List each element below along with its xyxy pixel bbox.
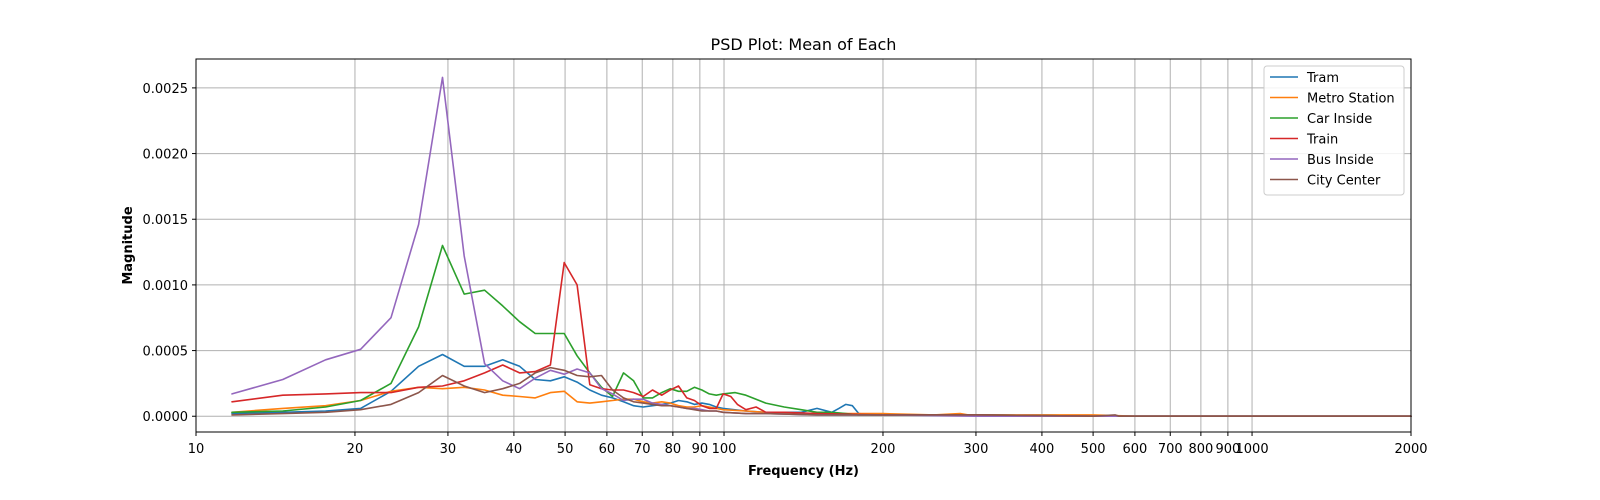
legend-label: Metro Station <box>1307 92 1395 107</box>
series-line-train <box>231 261 1412 418</box>
x-tick-label: 700 <box>1158 442 1183 457</box>
legend-label: Bus Inside <box>1307 153 1374 168</box>
x-tick-label: 400 <box>1030 442 1055 457</box>
legend-label: Tram <box>1306 71 1339 86</box>
x-tick-label: 800 <box>1188 442 1213 457</box>
x-tick-label: 20 <box>347 442 364 457</box>
x-tick-label: 60 <box>599 442 616 457</box>
x-tick-label: 200 <box>871 442 896 457</box>
y-tick-label: 0.0005 <box>143 345 189 360</box>
y-tick-label: 0.0015 <box>143 213 189 228</box>
y-tick-label: 0.0025 <box>143 82 189 97</box>
x-tick-label: 900 <box>1215 442 1240 457</box>
series-line-city-center <box>231 366 1412 418</box>
y-tick-label: 0.0000 <box>143 410 189 425</box>
x-tick-label: 300 <box>964 442 989 457</box>
series-lines <box>231 76 1412 418</box>
legend: Tram Metro Station Car Inside Train Bus Insi… <box>1263 65 1405 196</box>
x-tick-label: 50 <box>557 442 574 457</box>
x-tick-label: 10 <box>188 442 205 457</box>
legend-label: Train <box>1306 133 1338 148</box>
x-tick-label: 70 <box>634 442 651 457</box>
y-tick-label: 0.0020 <box>143 148 189 163</box>
x-tick-label: 100 <box>712 442 737 457</box>
x-tick-label: 80 <box>665 442 682 457</box>
x-axis-label: Frequency (Hz) <box>748 464 859 479</box>
x-tick-label: 2000 <box>1394 442 1427 457</box>
plot-frame <box>195 58 1412 433</box>
y-tick-label: 0.0010 <box>143 279 189 294</box>
axis-ticks: 10 20 30 40 50 60 70 80 90 100 200 300 400 500 600 700 8… <box>143 82 1428 457</box>
legend-label: Car Inside <box>1307 112 1372 127</box>
x-tick-label: 30 <box>440 442 457 457</box>
legend-label: City Center <box>1307 174 1381 189</box>
legend-box <box>1263 65 1405 196</box>
y-axis-label: Magnitude <box>121 206 136 285</box>
chart-title: PSD Plot: Mean of Each <box>711 35 897 54</box>
x-tick-label: 1000 <box>1236 442 1269 457</box>
x-tick-label: 40 <box>506 442 523 457</box>
x-tick-label: 500 <box>1081 442 1106 457</box>
x-tick-label: 90 <box>692 442 709 457</box>
x-tick-label: 600 <box>1122 442 1147 457</box>
